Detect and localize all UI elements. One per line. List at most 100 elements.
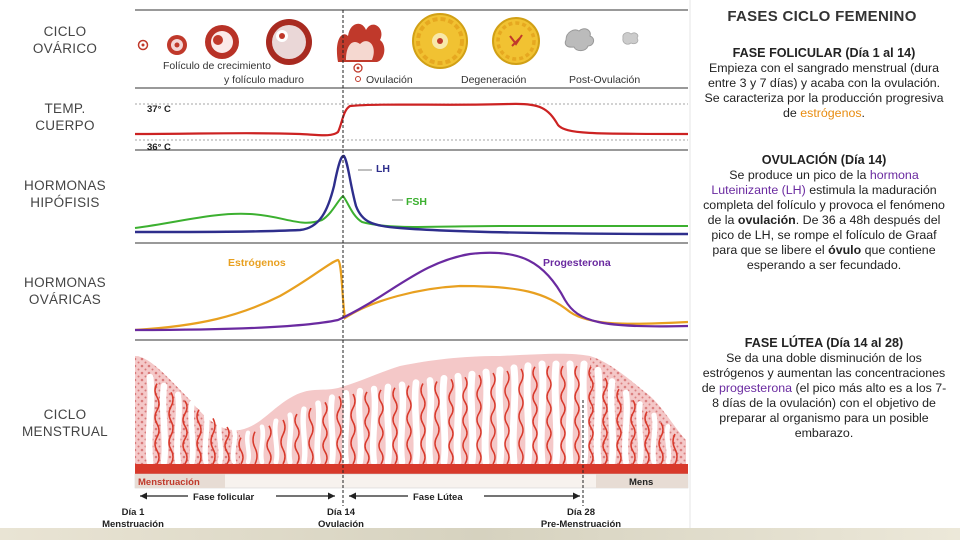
- progesterone-curve: [134, 251, 689, 332]
- uterine-gland: [159, 382, 169, 466]
- uterine-gland: [453, 372, 463, 466]
- uterine-gland: [272, 418, 280, 465]
- spiral-artery: [588, 366, 594, 465]
- estrogen-label: Estrógenos: [228, 257, 286, 269]
- corpus-albicans-icon: [564, 28, 595, 52]
- spiral-artery: [532, 366, 538, 465]
- uterine-gland: [607, 378, 617, 466]
- luteal-highlight: progesterona: [718, 381, 792, 395]
- spiral-artery: [448, 378, 454, 465]
- follicular-phase-arrow: [140, 490, 335, 502]
- temperature-curve: [134, 102, 689, 137]
- uterine-gland: [383, 383, 393, 466]
- mens-bar-label: Mens: [629, 477, 653, 488]
- follicular-section: FASE FOLICULAR (Día 1 al 14) Empieza con…: [700, 46, 948, 121]
- spiral-artery: [154, 383, 160, 465]
- spiral-artery: [672, 433, 678, 465]
- luteal-section: FASE LÚTEA (Día 14 al 28) Se da una dobl…: [700, 336, 948, 441]
- ovulation-icon: [336, 23, 385, 73]
- day-28-label: Día 28: [567, 507, 595, 518]
- follicular-text-1: Empieza con el sangrado menstrual (dura …: [704, 61, 944, 120]
- hormone-pointers: [358, 169, 403, 201]
- uterine-gland: [230, 427, 238, 465]
- uterine-gland: [439, 375, 449, 466]
- remnant-icon: [622, 32, 639, 45]
- lh-curve: [134, 154, 689, 236]
- endometrium: [134, 353, 689, 489]
- phase-description-panel: FASES CICLO FEMENINO FASE FOLICULAR (Día…: [696, 0, 960, 540]
- estrogen-curve: [134, 258, 689, 332]
- spiral-artery: [182, 400, 188, 465]
- fsh-curve: [134, 194, 688, 229]
- secondary-follicle-icon: [205, 25, 239, 59]
- uterine-gland: [258, 424, 266, 465]
- spiral-artery: [406, 385, 412, 465]
- uterine-gland: [300, 406, 308, 465]
- spiral-arteries: [154, 365, 678, 465]
- day-1-sublabel: Menstruación: [102, 519, 164, 530]
- ovulation-bold-2: óvulo: [828, 243, 862, 257]
- uterine-gland: [286, 412, 294, 465]
- ovulation-heading: OVULACIÓN (Día 14): [761, 153, 887, 167]
- primordial-follicle-icon: [137, 39, 149, 51]
- spiral-artery: [490, 372, 496, 465]
- spiral-artery: [616, 388, 622, 465]
- spiral-artery: [308, 407, 314, 465]
- spiral-artery: [630, 400, 636, 465]
- spiral-artery: [420, 383, 426, 465]
- lh-label: LH: [376, 163, 390, 175]
- uterine-gland: [551, 360, 561, 466]
- basal-layer: [135, 464, 688, 474]
- uterine-gland: [314, 400, 322, 465]
- luteal-phase-label: Fase Lútea: [413, 492, 463, 503]
- stage-label-follicle-2: y folículo maduro: [224, 74, 304, 86]
- spiral-artery: [238, 437, 244, 465]
- degenerating-corpus-luteum-icon: [492, 17, 540, 65]
- spiral-artery: [574, 365, 580, 465]
- spiral-artery: [504, 370, 510, 465]
- label-menstrual-cycle: CICLO MENSTRUAL: [22, 407, 108, 439]
- uterine-gland: [579, 360, 589, 466]
- spiral-artery: [392, 387, 398, 465]
- ovulation-text-4: que contiene esperando a ser fecundado.: [746, 243, 936, 272]
- uterine-gland: [650, 412, 658, 465]
- spiral-artery: [560, 365, 566, 465]
- spiral-artery: [294, 413, 300, 465]
- follicular-text-2: .: [861, 106, 865, 120]
- spiral-artery: [322, 401, 328, 465]
- ovulation-section: OVULACIÓN (Día 14) Se produce un pico de…: [700, 153, 948, 273]
- uterine-gland: [622, 389, 630, 466]
- uterine-gland: [328, 394, 336, 465]
- uterine-gland: [411, 379, 421, 466]
- luteal-phase-arrow: [349, 490, 580, 502]
- stage-label-degeneration: Degeneración: [461, 74, 527, 86]
- follicular-heading: FASE FOLICULAR (Día 1 al 14): [732, 46, 916, 60]
- spiral-artery: [196, 409, 202, 465]
- corpus-luteum-icon: [412, 13, 468, 69]
- spiral-artery: [658, 422, 664, 465]
- stage-label-ovulation: Ovulación: [366, 74, 413, 86]
- uterine-gland: [356, 387, 364, 466]
- spiral-artery: [476, 374, 482, 465]
- uterine-gland: [495, 366, 505, 466]
- label-body-temperature: TEMP. CUERPO: [35, 101, 95, 133]
- day-14-sublabel: Ovulación: [318, 519, 364, 530]
- label-ovarian-cycle: CICLO OVÁRICO: [32, 24, 98, 56]
- ovulation-text-1: Se produce un pico de la: [729, 168, 870, 182]
- uterine-gland: [174, 391, 182, 466]
- day-14-label: Día 14: [327, 507, 356, 518]
- uterine-gland: [145, 373, 155, 466]
- spiral-artery: [266, 425, 272, 465]
- fsh-label: FSH: [406, 196, 427, 208]
- uterine-gland: [467, 370, 477, 466]
- bottom-strip: [0, 528, 960, 540]
- stage-label-follicle-1: Folículo de crecimiento: [163, 60, 271, 72]
- luteal-heading: FASE LÚTEA (Día 14 al 28): [744, 336, 904, 350]
- uterine-gland: [397, 381, 407, 466]
- ovarian-stages: [137, 13, 639, 73]
- spiral-artery: [168, 391, 174, 465]
- uterine-gland: [565, 360, 575, 466]
- spiral-artery: [644, 411, 650, 465]
- day-28-sublabel: Pre-Menstruación: [541, 519, 621, 530]
